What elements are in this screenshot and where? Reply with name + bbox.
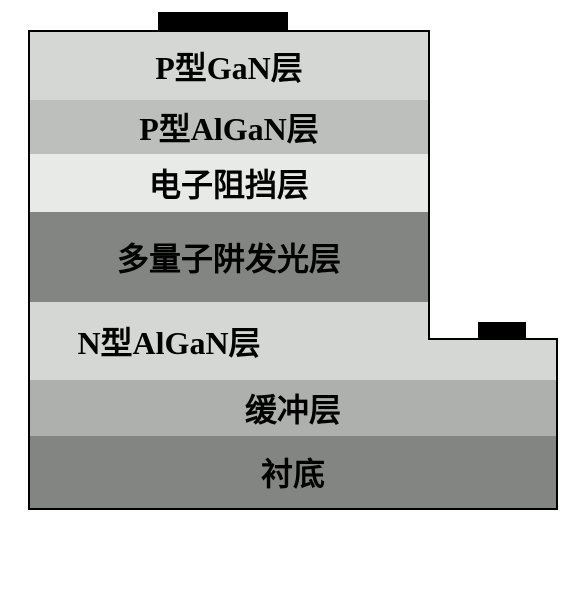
layer-p-gan: P型GaN层 [28, 30, 430, 100]
layer-ebl: 电子阻挡层 [28, 154, 430, 212]
layer-p-algan: P型AlGaN层 [28, 100, 430, 154]
n-electrode [478, 322, 526, 338]
step-edge [428, 302, 430, 338]
layer-n-algan-wrap: N型AlGaN层 [28, 302, 558, 380]
layer-substrate: 衬底 [28, 436, 558, 510]
layer-buffer: 缓冲层 [28, 380, 558, 436]
layer-label: P型GaN层 [155, 43, 303, 89]
layer-label: N型AlGaN层 [77, 318, 260, 364]
layer-label: 多量子阱发光层 [117, 234, 341, 280]
layer-n-algan: N型AlGaN层 [28, 302, 430, 380]
layer-label: 电子阻挡层 [149, 160, 309, 206]
layer-label: P型AlGaN层 [139, 104, 319, 150]
layer-mqw: 多量子阱发光层 [28, 212, 430, 302]
layer-label: 缓冲层 [245, 385, 341, 431]
layer-label: 衬底 [261, 449, 325, 495]
layer-stack: P型GaN层 P型AlGaN层 电子阻挡层 多量子阱发光层 N型AlGaN层 缓… [28, 30, 558, 510]
layer-n-algan-ledge [428, 338, 558, 380]
p-electrode [158, 12, 288, 30]
